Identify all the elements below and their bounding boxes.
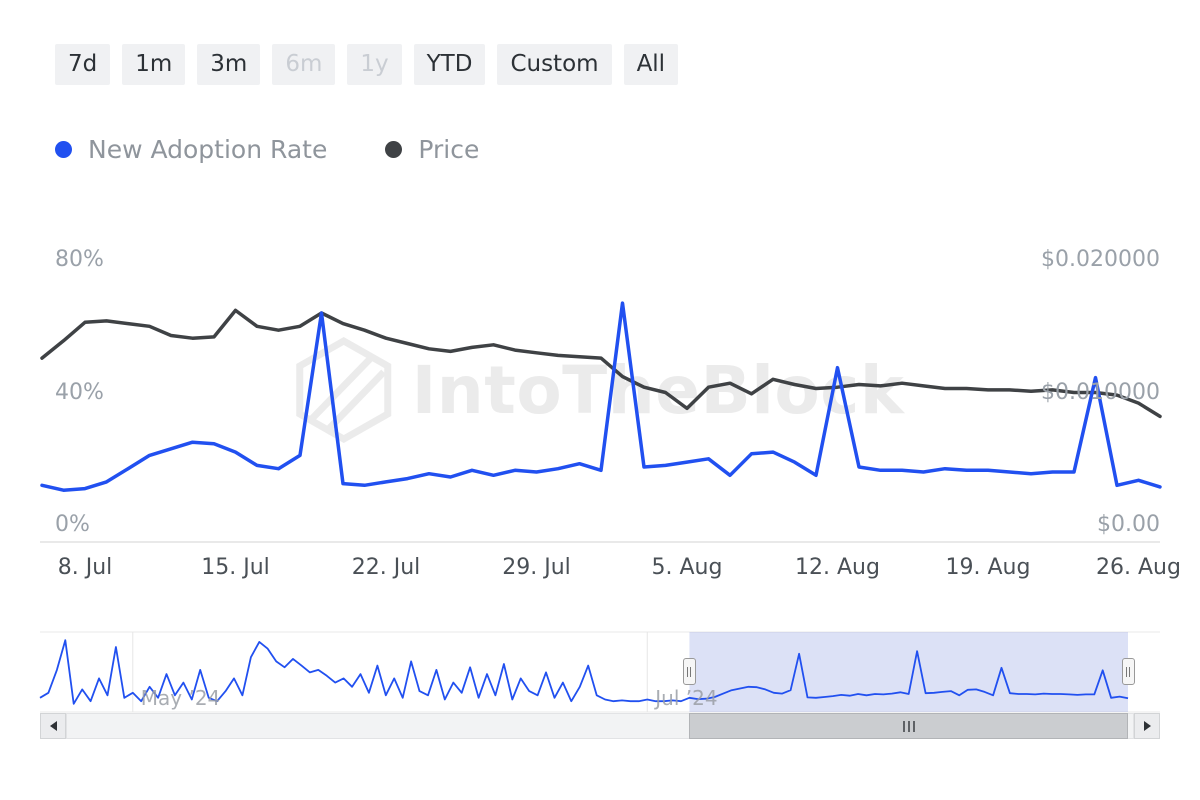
- navigator-selected-range: [689, 632, 1128, 712]
- intotheblock-watermark: IntoTheBlock: [296, 337, 905, 443]
- range-button-3m[interactable]: 3m: [197, 44, 261, 85]
- legend-label: Price: [418, 135, 480, 164]
- scrollbar-thumb[interactable]: [689, 713, 1128, 739]
- y-axis-label-right: $0.00: [1097, 512, 1160, 537]
- range-button-all[interactable]: All: [623, 44, 679, 85]
- chart-legend: New Adoption Rate Price: [55, 135, 479, 164]
- y-axis-label-left: 40%: [55, 379, 104, 405]
- navigator-handle-left[interactable]: [682, 658, 696, 685]
- x-axis-label: 26. Aug: [1096, 555, 1181, 580]
- range-button-1y[interactable]: 1y: [347, 44, 402, 85]
- navigator-month-label: May ’24: [140, 686, 221, 710]
- x-axis-label: 12. Aug: [795, 555, 880, 580]
- x-axis-label: 15. Jul: [201, 555, 270, 580]
- intotheblock-logo-icon: [296, 337, 392, 443]
- x-axis-label: 22. Jul: [351, 555, 421, 580]
- range-button-7d[interactable]: 7d: [55, 44, 111, 85]
- legend-label: New Adoption Rate: [88, 135, 328, 164]
- legend-marker-icon: [55, 141, 72, 158]
- scrollbar-left-arrow[interactable]: [40, 713, 66, 739]
- y-axis-label-right: $0.010000: [1041, 379, 1160, 405]
- range-button-custom[interactable]: Custom: [497, 44, 612, 85]
- range-button-6m[interactable]: 6m: [272, 44, 336, 85]
- y-axis-label-left: 0%: [55, 512, 90, 537]
- watermark-text: IntoTheBlock: [411, 351, 905, 429]
- y-axis-label-right: $0.020000: [1041, 247, 1160, 272]
- left-arrow-icon: [49, 721, 57, 731]
- legend-item-new-adoption-rate[interactable]: New Adoption Rate: [55, 135, 327, 164]
- navigator-handle-right[interactable]: [1121, 658, 1135, 685]
- scrollbar: [40, 713, 1160, 739]
- range-selector: 7d 1m 3m 6m 1y YTD Custom All: [55, 44, 679, 85]
- right-arrow-icon: [1143, 721, 1151, 731]
- legend-item-price[interactable]: Price: [385, 135, 479, 164]
- navigator-month-label: Jul ’24: [655, 686, 718, 710]
- legend-marker-icon: [385, 141, 403, 158]
- y-axis-label-left: 80%: [55, 247, 104, 272]
- x-axis-label: 19. Aug: [945, 555, 1031, 580]
- x-axis-label: 5. Aug: [651, 555, 723, 580]
- range-button-ytd[interactable]: YTD: [413, 44, 486, 85]
- range-button-1m[interactable]: 1m: [122, 44, 186, 85]
- x-axis-label: 29. Jul: [502, 555, 571, 580]
- x-axis-label: 8. Jul: [57, 555, 113, 580]
- scrollbar-right-arrow[interactable]: [1134, 713, 1160, 739]
